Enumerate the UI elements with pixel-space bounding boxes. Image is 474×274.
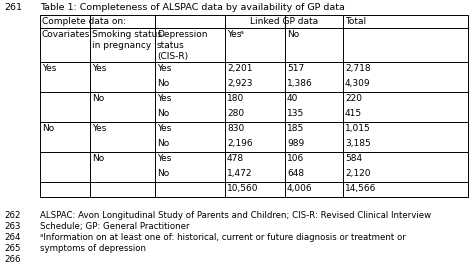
Text: Yes: Yes bbox=[157, 124, 172, 133]
Text: 2,923: 2,923 bbox=[227, 79, 253, 88]
Text: 1,472: 1,472 bbox=[227, 169, 253, 178]
Text: 517: 517 bbox=[287, 64, 304, 73]
Text: No: No bbox=[157, 169, 169, 178]
Text: 3,185: 3,185 bbox=[345, 139, 371, 148]
Text: 2,120: 2,120 bbox=[345, 169, 371, 178]
Text: ALSPAC: Avon Longitudinal Study of Parents and Children; CIS-R: Revised Clinical: ALSPAC: Avon Longitudinal Study of Paren… bbox=[40, 211, 431, 220]
Text: Covariates: Covariates bbox=[42, 30, 91, 39]
Text: No: No bbox=[92, 94, 104, 103]
Text: 10,560: 10,560 bbox=[227, 184, 258, 193]
Text: 106: 106 bbox=[287, 154, 304, 163]
Text: 14,566: 14,566 bbox=[345, 184, 376, 193]
Text: No: No bbox=[157, 139, 169, 148]
Text: Linked GP data: Linked GP data bbox=[250, 17, 318, 26]
Text: No: No bbox=[92, 154, 104, 163]
Text: 1,015: 1,015 bbox=[345, 124, 371, 133]
Text: 265: 265 bbox=[4, 244, 20, 253]
Text: 648: 648 bbox=[287, 169, 304, 178]
Text: 1,386: 1,386 bbox=[287, 79, 313, 88]
Text: a: a bbox=[240, 30, 244, 35]
Text: 2,718: 2,718 bbox=[345, 64, 371, 73]
Text: 4,006: 4,006 bbox=[287, 184, 313, 193]
Text: 830: 830 bbox=[227, 124, 244, 133]
Text: Yes: Yes bbox=[92, 124, 106, 133]
Bar bbox=[40, 15, 468, 197]
Text: symptoms of depression: symptoms of depression bbox=[40, 244, 146, 253]
Text: ᵃInformation on at least one of: historical, current or future diagnosis or trea: ᵃInformation on at least one of: histori… bbox=[40, 233, 406, 242]
Text: 263: 263 bbox=[4, 222, 20, 231]
Text: Complete data on:: Complete data on: bbox=[42, 17, 126, 26]
Text: Total: Total bbox=[345, 17, 366, 26]
Text: 478: 478 bbox=[227, 154, 244, 163]
Text: Yes: Yes bbox=[157, 64, 172, 73]
Text: 266: 266 bbox=[4, 255, 20, 264]
Text: Yes: Yes bbox=[157, 94, 172, 103]
Text: No: No bbox=[157, 79, 169, 88]
Text: Yes: Yes bbox=[227, 30, 241, 39]
Text: 989: 989 bbox=[287, 139, 304, 148]
Text: 415: 415 bbox=[345, 109, 362, 118]
Text: 4,309: 4,309 bbox=[345, 79, 371, 88]
Text: Schedule; GP: General Practitioner: Schedule; GP: General Practitioner bbox=[40, 222, 190, 231]
Text: 220: 220 bbox=[345, 94, 362, 103]
Text: Smoking status
in pregnancy: Smoking status in pregnancy bbox=[92, 30, 162, 50]
Text: 40: 40 bbox=[287, 94, 298, 103]
Text: 261: 261 bbox=[4, 3, 22, 12]
Text: 135: 135 bbox=[287, 109, 304, 118]
Text: No: No bbox=[157, 109, 169, 118]
Text: Yes: Yes bbox=[92, 64, 106, 73]
Text: Depression
status
(CIS-R): Depression status (CIS-R) bbox=[157, 30, 208, 61]
Text: 584: 584 bbox=[345, 154, 362, 163]
Text: 262: 262 bbox=[4, 211, 20, 220]
Text: 280: 280 bbox=[227, 109, 244, 118]
Text: 2,201: 2,201 bbox=[227, 64, 253, 73]
Text: Table 1: Completeness of ALSPAC data by availability of GP data: Table 1: Completeness of ALSPAC data by … bbox=[40, 3, 345, 12]
Text: Yes: Yes bbox=[42, 64, 56, 73]
Text: 180: 180 bbox=[227, 94, 244, 103]
Text: Yes: Yes bbox=[157, 154, 172, 163]
Text: No: No bbox=[42, 124, 54, 133]
Text: 264: 264 bbox=[4, 233, 20, 242]
Text: 2,196: 2,196 bbox=[227, 139, 253, 148]
Text: 185: 185 bbox=[287, 124, 304, 133]
Text: No: No bbox=[287, 30, 299, 39]
